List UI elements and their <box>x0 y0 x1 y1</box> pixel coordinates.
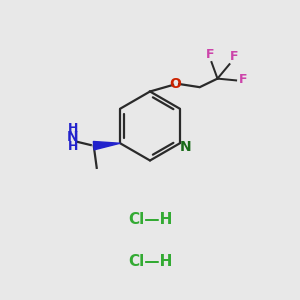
Polygon shape <box>93 142 120 150</box>
Text: N: N <box>179 140 191 154</box>
Text: O: O <box>169 77 181 91</box>
Text: F: F <box>239 73 247 86</box>
Text: Cl—H: Cl—H <box>128 254 172 268</box>
Text: N: N <box>67 130 79 144</box>
Text: H: H <box>68 122 78 135</box>
Text: F: F <box>230 50 238 64</box>
Text: Cl—H: Cl—H <box>128 212 172 226</box>
Text: H: H <box>68 140 78 153</box>
Text: F: F <box>206 48 214 62</box>
